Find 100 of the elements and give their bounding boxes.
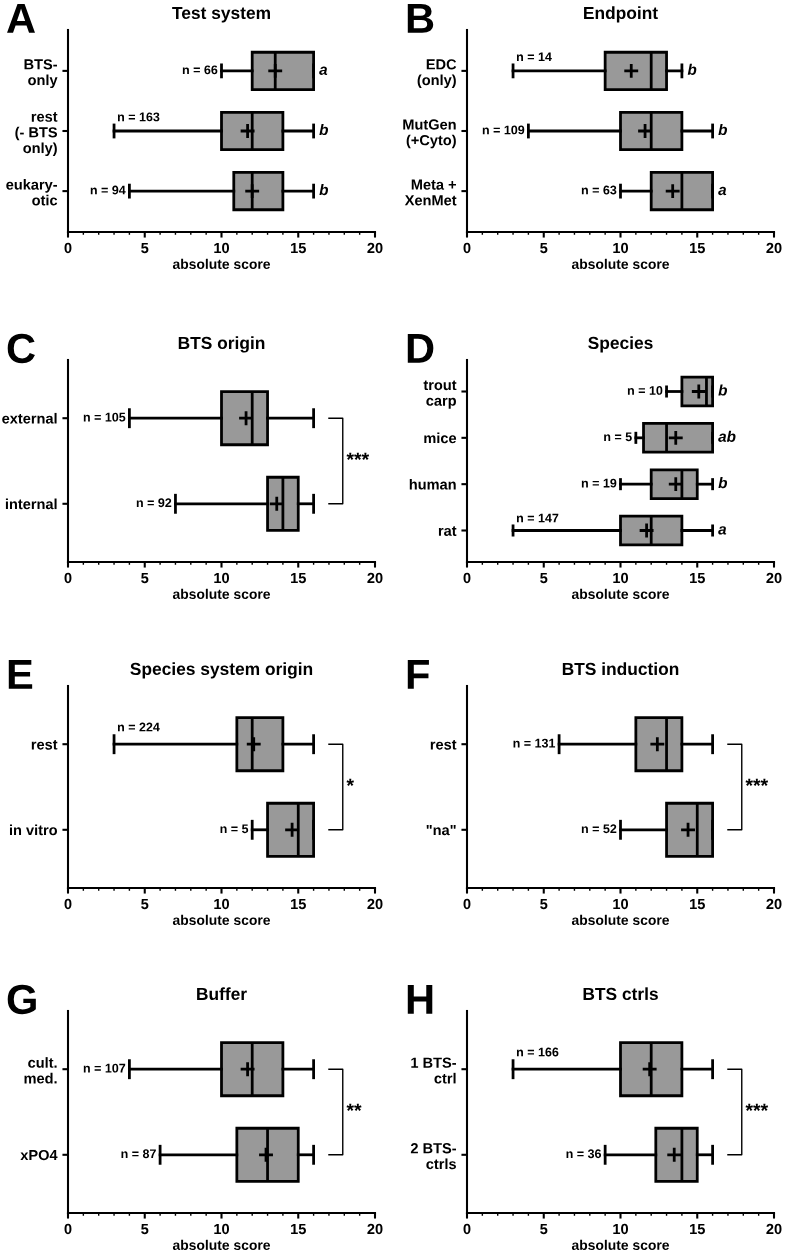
x-axis-title: absolute score xyxy=(172,588,271,599)
x-tick-label: 0 xyxy=(463,1223,471,1235)
x-tick-label: 10 xyxy=(214,1223,230,1235)
x-tick-label: 15 xyxy=(690,898,705,910)
x-tick-label: 0 xyxy=(64,898,72,910)
annotation: a xyxy=(718,186,727,196)
y-tick-label: 1 BTS- ctrl xyxy=(411,1057,456,1084)
x-axis-title: absolute score xyxy=(172,1239,271,1250)
y-tick-label: Meta + XenMet xyxy=(404,179,457,206)
annotation: n = 163 xyxy=(117,112,160,122)
annotation: b xyxy=(319,184,329,196)
annotation: n = 109 xyxy=(482,125,525,135)
annotation: n = 63 xyxy=(581,185,617,195)
x-tick-label: 5 xyxy=(141,1223,149,1235)
chart-title: BTS origin xyxy=(178,336,265,353)
x-tick-label: 15 xyxy=(291,572,306,584)
y-tick-label: BTS- only xyxy=(24,59,58,89)
x-tick-label: 5 xyxy=(141,242,149,254)
y-tick-label: trout carp xyxy=(423,380,457,409)
x-tick-label: 20 xyxy=(367,898,383,910)
annotation: b xyxy=(319,123,329,136)
x-tick-label: 20 xyxy=(766,572,782,584)
annotation: *** xyxy=(745,1103,769,1111)
x-tick-label: 0 xyxy=(463,242,471,254)
y-tick-label: rest xyxy=(31,739,58,750)
x-tick-label: 10 xyxy=(613,242,629,254)
text: B xyxy=(407,4,434,33)
text: A xyxy=(7,4,35,33)
y-tick-label: eukary- otic xyxy=(6,179,58,206)
annotation: *** xyxy=(745,778,769,786)
x-tick-label: 10 xyxy=(214,572,230,584)
annotation: b xyxy=(718,384,728,396)
x-tick-label: 20 xyxy=(766,898,782,910)
x-tick-label: 0 xyxy=(463,572,471,584)
text: D xyxy=(407,334,434,363)
annotation: ab xyxy=(718,430,736,442)
x-tick-label: 10 xyxy=(613,572,629,584)
x-tick-label: 0 xyxy=(463,898,471,910)
x-tick-label: 5 xyxy=(141,898,149,910)
y-tick-label: "na" xyxy=(426,825,456,836)
x-axis-title: absolute score xyxy=(571,1239,670,1250)
x-tick-label: 15 xyxy=(690,1223,705,1235)
annotation: ** xyxy=(346,1103,362,1111)
annotation: *** xyxy=(346,452,370,460)
y-tick-label: rest xyxy=(430,739,457,750)
y-tick-label: xPO4 xyxy=(20,1149,58,1161)
x-tick-label: 15 xyxy=(690,572,705,584)
chart-title: Endpoint xyxy=(584,6,658,23)
x-tick-label: 10 xyxy=(214,898,230,910)
x-axis-title: absolute score xyxy=(571,588,670,599)
annotation: n = 105 xyxy=(83,412,126,422)
chart-title: Species xyxy=(588,336,653,353)
x-tick-label: 15 xyxy=(291,898,306,910)
annotation: n = 36 xyxy=(566,1149,602,1159)
x-tick-label: 0 xyxy=(64,1223,72,1235)
text: E xyxy=(8,660,33,689)
y-tick-label: external xyxy=(2,412,57,424)
chart-title: Buffer xyxy=(197,987,247,1001)
annotation: n = 107 xyxy=(83,1063,126,1073)
annotation: * xyxy=(346,778,354,786)
annotation: b xyxy=(718,123,728,136)
x-tick-label: 20 xyxy=(766,1223,782,1235)
y-tick-label: rest (- BTS only) xyxy=(15,112,58,157)
chart-title: BTS ctrls xyxy=(583,987,658,1001)
x-tick-label: 0 xyxy=(64,572,72,584)
x-axis-title: absolute score xyxy=(571,258,670,269)
annotation: a xyxy=(319,66,328,75)
chart-title: Test system xyxy=(172,6,270,23)
y-tick-label: mice xyxy=(424,432,457,444)
x-tick-label: 20 xyxy=(766,242,782,254)
y-tick-label: MutGen (+Cyto) xyxy=(403,119,456,149)
annotation: n = 147 xyxy=(516,513,559,523)
annotation: n = 94 xyxy=(90,185,126,195)
x-tick-label: 5 xyxy=(540,898,548,910)
text: C xyxy=(7,333,35,364)
chart-title: Species system origin xyxy=(130,662,313,679)
x-axis-title: absolute score xyxy=(571,914,670,925)
text: H xyxy=(407,985,433,1014)
y-tick-label: human xyxy=(409,478,456,490)
y-tick-label: 2 BTS- ctrls xyxy=(410,1143,456,1170)
y-tick-label: cult. med. xyxy=(24,1057,57,1084)
annotation: n = 5 xyxy=(220,824,249,834)
x-tick-label: 20 xyxy=(367,242,383,254)
annotation: n = 66 xyxy=(182,65,218,75)
x-tick-label: 15 xyxy=(690,242,705,254)
annotation: b xyxy=(687,63,697,75)
x-tick-label: 20 xyxy=(367,572,383,584)
x-tick-label: 10 xyxy=(613,898,629,910)
y-tick-label: internal xyxy=(5,498,57,510)
x-tick-label: 5 xyxy=(141,572,149,584)
chart-title: BTS induction xyxy=(562,662,679,676)
text: G xyxy=(7,984,36,1015)
x-axis-title: absolute score xyxy=(172,258,271,269)
annotation: n = 92 xyxy=(136,498,172,508)
x-tick-label: 5 xyxy=(540,572,548,584)
annotation: n = 19 xyxy=(581,478,617,488)
text: F xyxy=(407,660,429,689)
annotation: n = 131 xyxy=(513,738,556,748)
x-tick-label: 15 xyxy=(291,1223,306,1235)
annotation: n = 224 xyxy=(117,722,160,732)
